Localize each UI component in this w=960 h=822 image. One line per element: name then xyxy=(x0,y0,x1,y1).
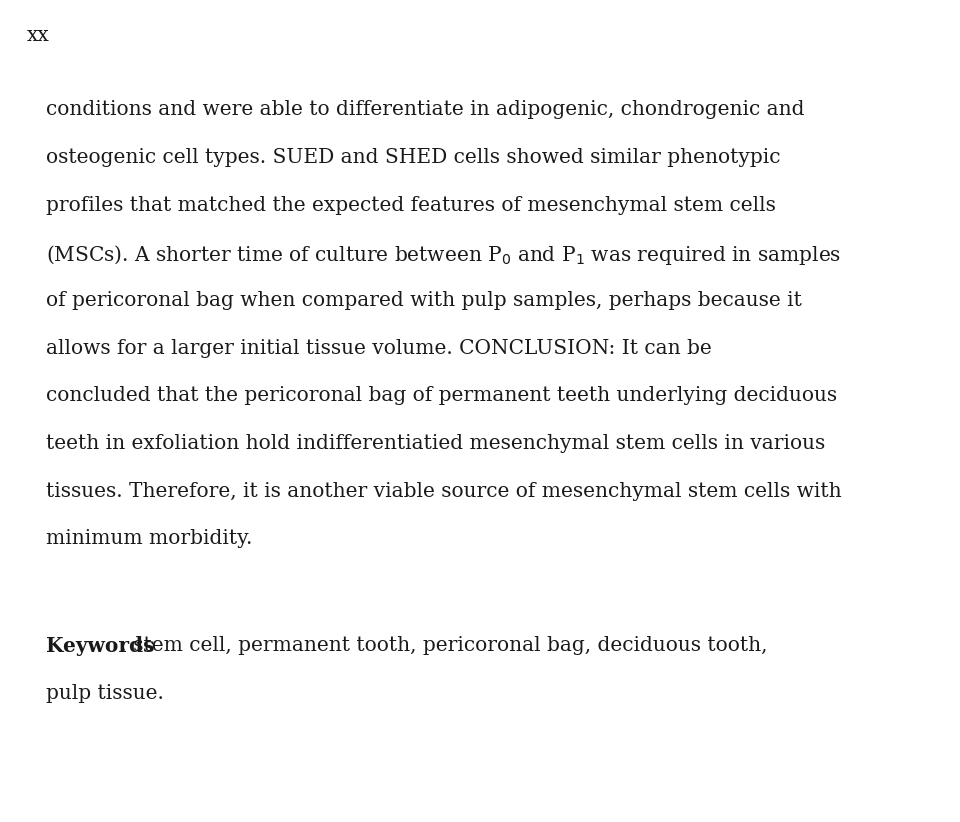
Text: osteogenic cell types. SUED and SHED cells showed similar phenotypic: osteogenic cell types. SUED and SHED cel… xyxy=(46,148,780,167)
Text: of pericoronal bag when compared with pulp samples, perhaps because it: of pericoronal bag when compared with pu… xyxy=(46,291,802,310)
Text: teeth in exfoliation hold indifferentiatied mesenchymal stem cells in various: teeth in exfoliation hold indifferentiat… xyxy=(46,434,826,453)
Text: tissues. Therefore, it is another viable source of mesenchymal stem cells with: tissues. Therefore, it is another viable… xyxy=(46,482,842,501)
Text: (MSCs). A shorter time of culture between P$_{0}$ and P$_{1}$ was required in sa: (MSCs). A shorter time of culture betwee… xyxy=(46,243,841,267)
Text: minimum morbidity.: minimum morbidity. xyxy=(46,529,252,548)
Text: : stem cell, permanent tooth, pericoronal bag, deciduous tooth,: : stem cell, permanent tooth, pericorona… xyxy=(120,636,768,655)
Text: concluded that the pericoronal bag of permanent teeth underlying deciduous: concluded that the pericoronal bag of pe… xyxy=(46,386,837,405)
Text: pulp tissue.: pulp tissue. xyxy=(46,684,164,703)
Text: allows for a larger initial tissue volume. CONCLUSION: It can be: allows for a larger initial tissue volum… xyxy=(46,339,711,358)
Text: xx: xx xyxy=(27,26,50,45)
Text: profiles that matched the expected features of mesenchymal stem cells: profiles that matched the expected featu… xyxy=(46,196,776,215)
Text: conditions and were able to differentiate in adipogenic, chondrogenic and: conditions and were able to differentiat… xyxy=(46,100,804,119)
Text: Keywords: Keywords xyxy=(46,636,155,656)
